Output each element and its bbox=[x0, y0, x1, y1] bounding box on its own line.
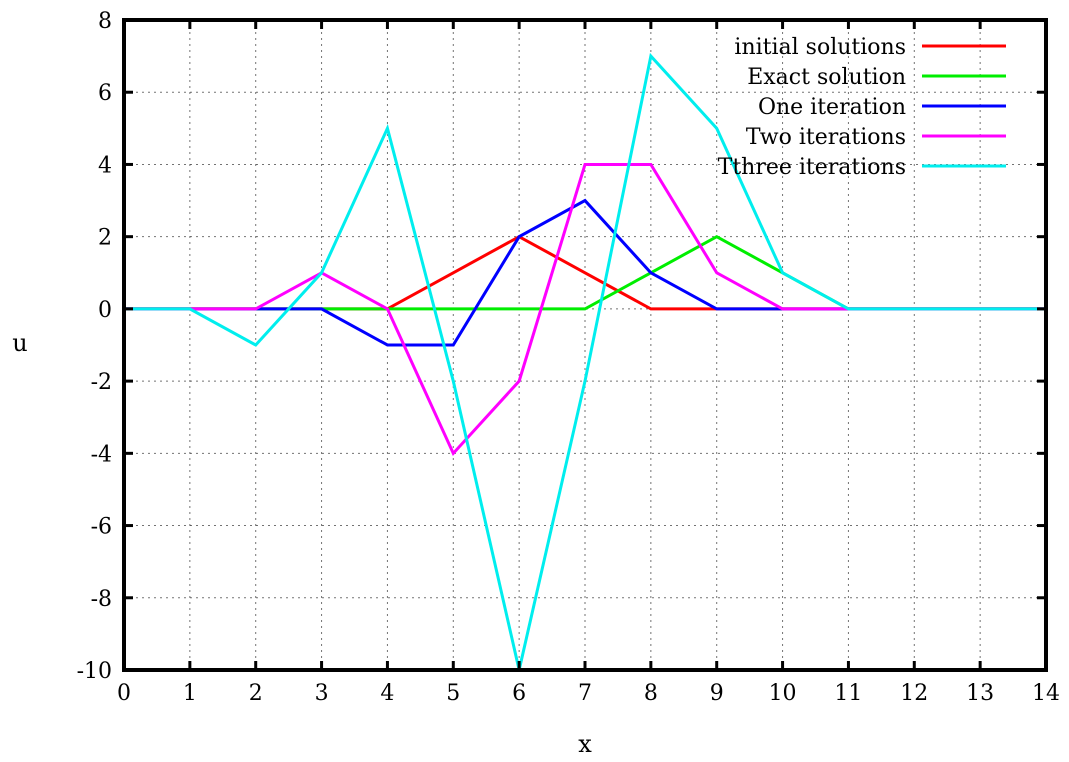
x-tick-label: 10 bbox=[769, 681, 797, 706]
x-axis-label: x bbox=[578, 730, 592, 758]
y-tick-label: 2 bbox=[98, 226, 112, 251]
y-tick-label: -4 bbox=[91, 442, 112, 467]
legend-label: Exact solution bbox=[747, 65, 906, 90]
plot-frame bbox=[122, 18, 1048, 672]
y-tick-label: -6 bbox=[91, 515, 112, 540]
y-tick-label: -8 bbox=[91, 587, 112, 612]
y-tick-label: 0 bbox=[98, 298, 112, 323]
legend-label: Two iterations bbox=[746, 125, 906, 150]
legend-label: initial solutions bbox=[734, 35, 906, 60]
x-tick-label: 9 bbox=[710, 681, 724, 706]
x-tick-label: 7 bbox=[578, 681, 592, 706]
x-tick-label: 5 bbox=[446, 681, 460, 706]
x-tick-label: 13 bbox=[966, 681, 994, 706]
y-tick-label: 4 bbox=[98, 153, 112, 178]
x-tick-label: 1 bbox=[183, 681, 197, 706]
x-tick-label: 0 bbox=[117, 681, 131, 706]
y-tick-label: 6 bbox=[98, 81, 112, 106]
legend-label: Tthree iterations bbox=[718, 155, 906, 180]
series-line-initial-solutions bbox=[124, 234, 1046, 311]
series-lines bbox=[124, 52, 1046, 671]
y-tick-label: -2 bbox=[91, 370, 112, 395]
x-tick-label: 6 bbox=[512, 681, 526, 706]
x-tick-label: 2 bbox=[249, 681, 263, 706]
legend: initial solutions Exact solution One itera… bbox=[718, 35, 1006, 180]
series-line-tthree-iterations bbox=[124, 52, 1046, 671]
x-tick-label: 3 bbox=[315, 681, 329, 706]
x-tick-label: 8 bbox=[644, 681, 658, 706]
legend-label: One iteration bbox=[758, 95, 906, 120]
y-axis-label: u bbox=[12, 329, 27, 357]
x-tick-label: 12 bbox=[900, 681, 928, 706]
grid bbox=[124, 20, 1046, 670]
y-tick-label: 8 bbox=[98, 9, 112, 34]
y-tick-label: -10 bbox=[77, 659, 112, 684]
x-tick-label: 14 bbox=[1032, 681, 1060, 706]
x-tick-label: 4 bbox=[380, 681, 394, 706]
x-tick-label: 11 bbox=[834, 681, 862, 706]
